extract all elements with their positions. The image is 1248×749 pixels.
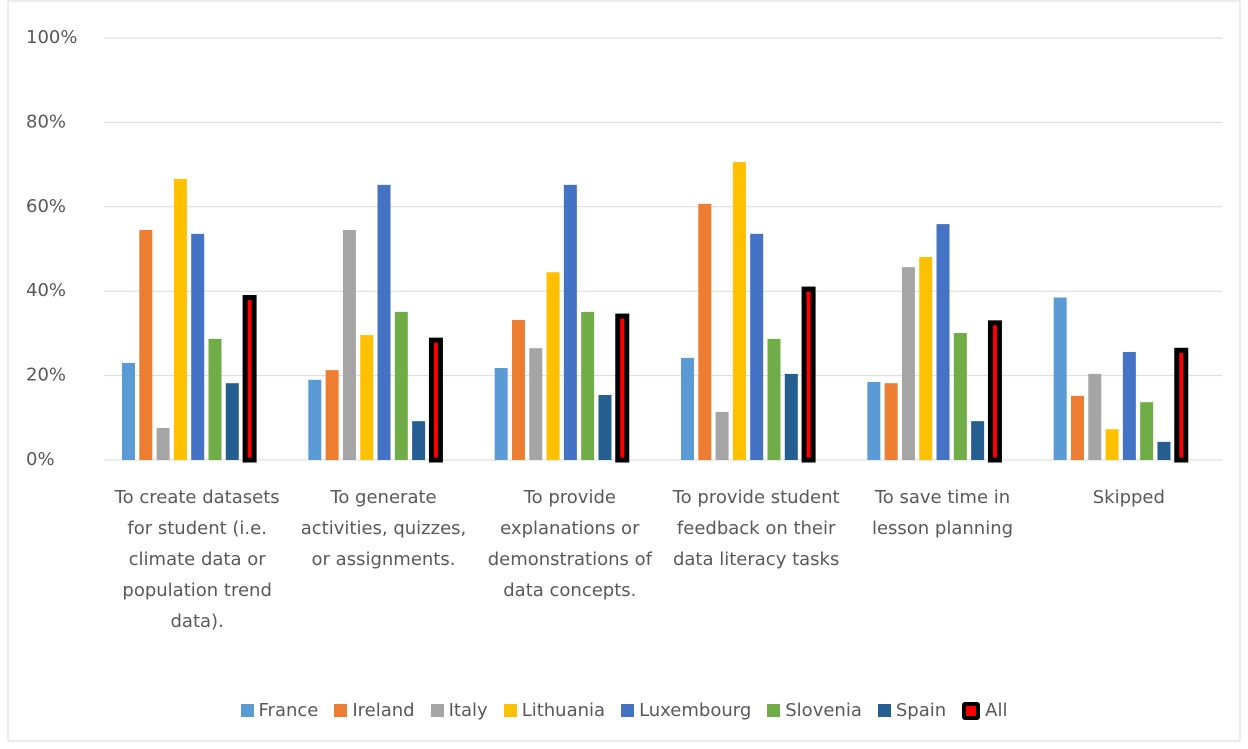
y-tick-label: 100% <box>26 27 77 48</box>
bar <box>698 203 712 460</box>
bar <box>546 272 560 460</box>
bar <box>784 373 798 460</box>
bar <box>936 224 950 460</box>
legend-item: Lithuania <box>503 700 606 721</box>
legend: France Ireland Italy Lithuania Luxembourg Slo… <box>0 700 1248 721</box>
legend-swatch <box>621 704 635 717</box>
bar <box>732 162 746 460</box>
bar <box>867 381 881 460</box>
bar <box>767 338 781 460</box>
bar <box>581 311 595 460</box>
y-tick-label: 60% <box>26 196 66 217</box>
legend-item: Slovenia <box>767 700 862 721</box>
legend-item: France <box>240 700 319 721</box>
x-tick-label: To create datasets for student (i.e. cli… <box>114 487 280 632</box>
legend-swatch <box>503 704 517 717</box>
bar <box>1140 402 1154 460</box>
x-tick-label: To save time in lesson planning <box>871 487 1014 539</box>
legend-label: Italy <box>448 700 488 721</box>
bar <box>1122 351 1136 460</box>
bar <box>225 383 239 460</box>
x-tick-label: To provide explanations or demonstration… <box>487 487 652 601</box>
y-tick-label: 20% <box>26 365 66 386</box>
bar <box>173 178 187 460</box>
bar <box>308 379 322 460</box>
x-tick-label: Skipped <box>1092 487 1165 508</box>
legend-label: France <box>258 700 319 721</box>
bar <box>529 348 543 460</box>
bar <box>681 357 694 460</box>
bar <box>750 233 764 460</box>
legend-label: Luxembourg <box>639 700 752 721</box>
bar <box>1088 373 1102 460</box>
legend-swatch <box>334 704 348 717</box>
bar <box>342 230 356 460</box>
legend-item: Luxembourg <box>621 700 751 721</box>
bar <box>615 313 630 463</box>
bar <box>511 319 525 460</box>
bar <box>394 311 408 460</box>
legend-swatch <box>962 701 981 720</box>
legend-label: All <box>985 700 1008 721</box>
legend-swatch <box>767 704 781 717</box>
legend-item: Italy <box>430 700 488 721</box>
legend-item: Ireland <box>334 700 415 721</box>
legend-label: Spain <box>895 700 947 721</box>
bar <box>901 267 915 460</box>
bar <box>360 335 374 460</box>
bar <box>1070 395 1084 460</box>
bar <box>377 184 391 460</box>
bar <box>156 427 170 460</box>
legend-item: Spain <box>877 700 947 721</box>
y-tick-label: 40% <box>26 280 66 301</box>
legend-item: All <box>962 700 1007 721</box>
bar <box>1174 347 1189 463</box>
legend-swatch <box>430 704 444 717</box>
bar <box>919 257 933 460</box>
legend-label: Lithuania <box>521 700 606 721</box>
bar <box>191 233 205 460</box>
x-tick-label: To generate activities, quizzes, or assi… <box>300 487 467 570</box>
bar <box>325 370 339 460</box>
x-tick-label: To provide student feedback on their dat… <box>672 487 840 570</box>
y-tick-label: 0% <box>26 449 55 470</box>
bar <box>598 395 612 460</box>
bar <box>987 320 1002 463</box>
legend-label: Slovenia <box>785 700 862 721</box>
bar <box>953 332 967 460</box>
bar <box>715 411 729 460</box>
bar <box>412 421 426 460</box>
y-tick-label: 80% <box>26 111 66 132</box>
bar <box>139 230 153 460</box>
bar <box>494 368 508 460</box>
legend-label: Ireland <box>352 700 415 721</box>
bar <box>1053 297 1067 460</box>
frame <box>7 0 1241 742</box>
legend-swatch <box>240 704 254 717</box>
legend-swatch <box>877 704 891 717</box>
bar <box>122 362 135 460</box>
bar <box>208 338 222 460</box>
bar <box>428 337 443 463</box>
bar <box>242 295 257 463</box>
bar <box>1105 429 1119 460</box>
bar <box>1157 441 1171 460</box>
bar <box>801 286 816 463</box>
bar <box>971 421 985 460</box>
bar <box>884 383 898 460</box>
bar <box>563 184 577 460</box>
